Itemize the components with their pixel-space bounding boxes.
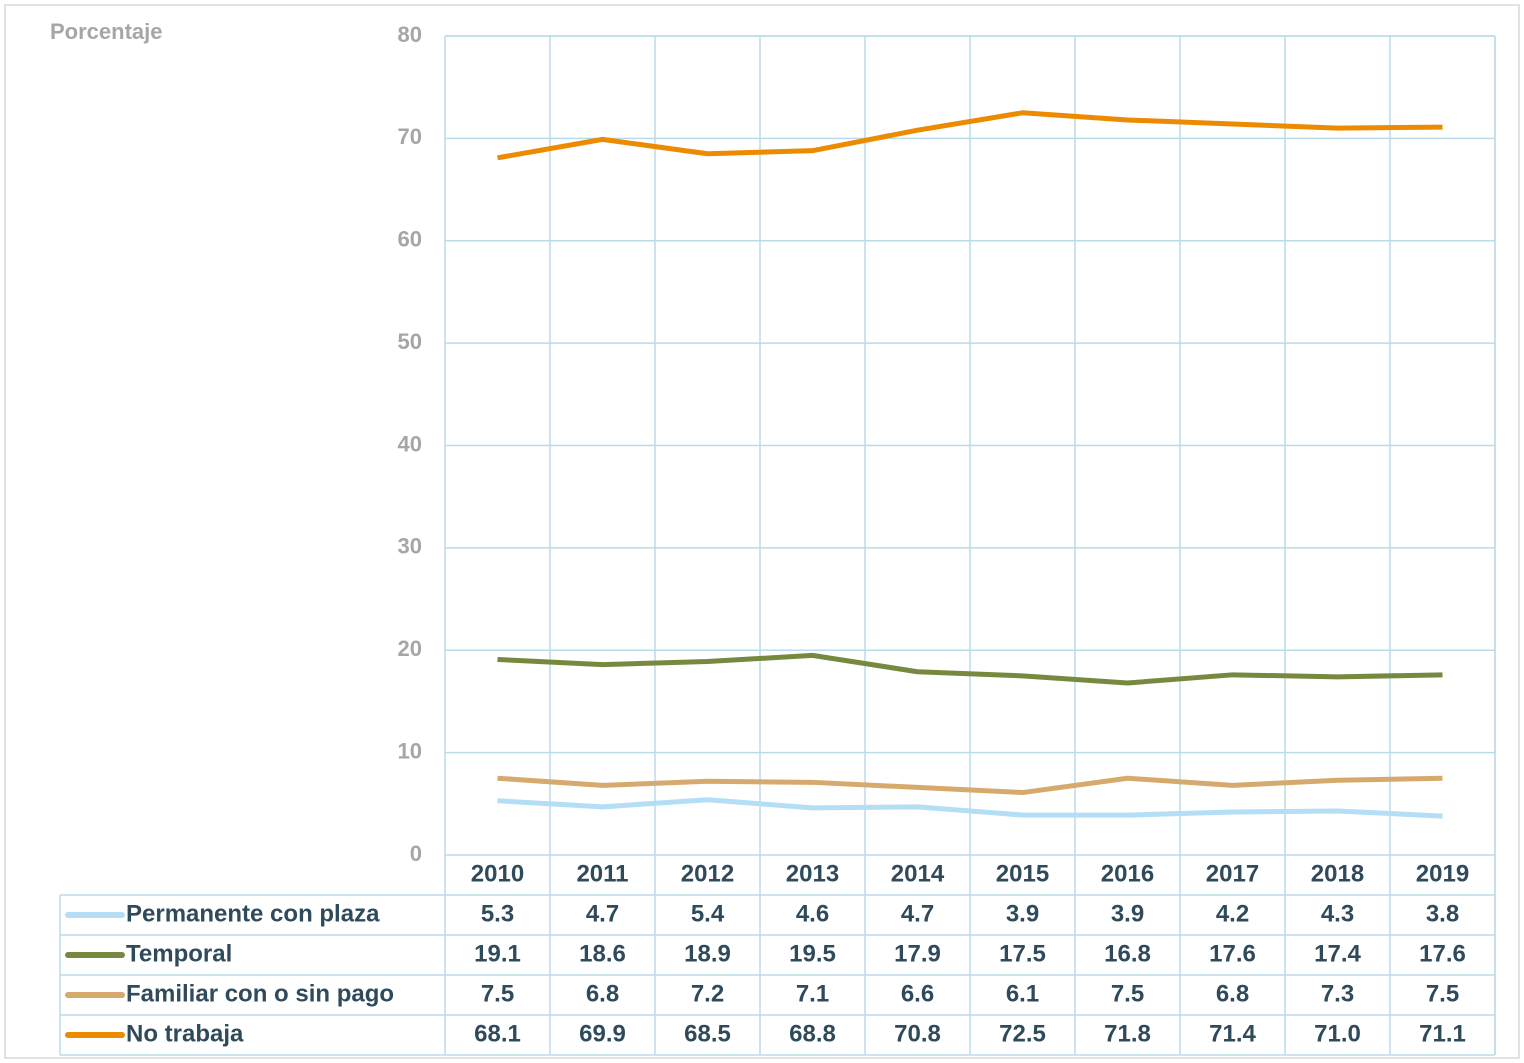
table-value: 5.4	[691, 900, 725, 927]
y-tick-label: 0	[410, 841, 422, 866]
legend-label: No trabaja	[126, 1020, 244, 1047]
x-tick-label: 2019	[1416, 860, 1469, 887]
table-value: 17.4	[1314, 940, 1361, 967]
table-value: 68.1	[474, 1020, 521, 1047]
series-line	[497, 110, 1443, 161]
table-value: 16.8	[1104, 940, 1151, 967]
table-value: 6.6	[901, 980, 934, 1007]
table-value: 7.3	[1321, 980, 1354, 1007]
y-tick-label: 60	[398, 227, 422, 252]
x-tick-label: 2012	[681, 860, 734, 887]
table-value: 4.2	[1216, 900, 1249, 927]
series-line	[497, 797, 1443, 819]
table-value: 71.0	[1314, 1020, 1361, 1047]
table-value: 7.2	[691, 980, 724, 1007]
table-value: 69.9	[579, 1020, 626, 1047]
chart-frame	[4, 4, 1520, 1059]
table-value: 19.1	[474, 940, 521, 967]
series-line	[497, 775, 1443, 796]
table-value: 5.3	[481, 900, 514, 927]
legend-label: Familiar con o sin pago	[126, 980, 394, 1007]
y-tick-label: 50	[398, 329, 422, 354]
legend-label: Temporal	[126, 940, 232, 967]
x-tick-label: 2011	[576, 860, 628, 887]
legend-label: Permanente con plaza	[126, 900, 380, 927]
table-value: 4.6	[796, 900, 829, 927]
table-value: 3.9	[1006, 900, 1039, 927]
table-value: 3.8	[1426, 900, 1459, 927]
x-tick-label: 2016	[1101, 860, 1154, 887]
table-value: 18.6	[579, 940, 626, 967]
table-value: 17.6	[1419, 940, 1466, 967]
table-value: 6.1	[1006, 980, 1039, 1007]
x-tick-label: 2013	[786, 860, 839, 887]
y-tick-label: 20	[398, 636, 422, 661]
table-value: 68.5	[684, 1020, 731, 1047]
table-value: 7.1	[796, 980, 829, 1007]
table-value: 4.7	[586, 900, 619, 927]
table-value: 7.5	[481, 980, 514, 1007]
table-value: 17.5	[999, 940, 1046, 967]
table-value: 3.9	[1111, 900, 1144, 927]
series-line	[497, 652, 1443, 686]
table-value: 71.4	[1209, 1020, 1256, 1047]
table-value: 19.5	[789, 940, 836, 967]
y-axis-label: Porcentaje	[50, 19, 163, 44]
table-value: 6.8	[586, 980, 619, 1007]
x-tick-label: 2010	[471, 860, 524, 887]
x-tick-label: 2018	[1311, 860, 1364, 887]
table-value: 71.1	[1419, 1020, 1466, 1047]
table-value: 70.8	[894, 1020, 941, 1047]
y-tick-label: 30	[398, 534, 422, 559]
table-value: 71.8	[1104, 1020, 1151, 1047]
table-value: 7.5	[1111, 980, 1144, 1007]
table-value: 68.8	[789, 1020, 836, 1047]
table-value: 7.5	[1426, 980, 1459, 1007]
x-tick-label: 2014	[891, 860, 945, 887]
y-tick-label: 40	[398, 431, 422, 456]
y-tick-label: 70	[398, 124, 422, 149]
table-value: 6.8	[1216, 980, 1249, 1007]
table-value: 72.5	[999, 1020, 1046, 1047]
x-tick-label: 2015	[996, 860, 1049, 887]
y-tick-label: 80	[398, 22, 422, 47]
x-tick-label: 2017	[1206, 860, 1259, 887]
table-value: 18.9	[684, 940, 731, 967]
table-value: 17.6	[1209, 940, 1256, 967]
table-value: 4.7	[901, 900, 934, 927]
table-value: 17.9	[894, 940, 941, 967]
y-tick-label: 10	[398, 738, 422, 763]
table-value: 4.3	[1321, 900, 1354, 927]
